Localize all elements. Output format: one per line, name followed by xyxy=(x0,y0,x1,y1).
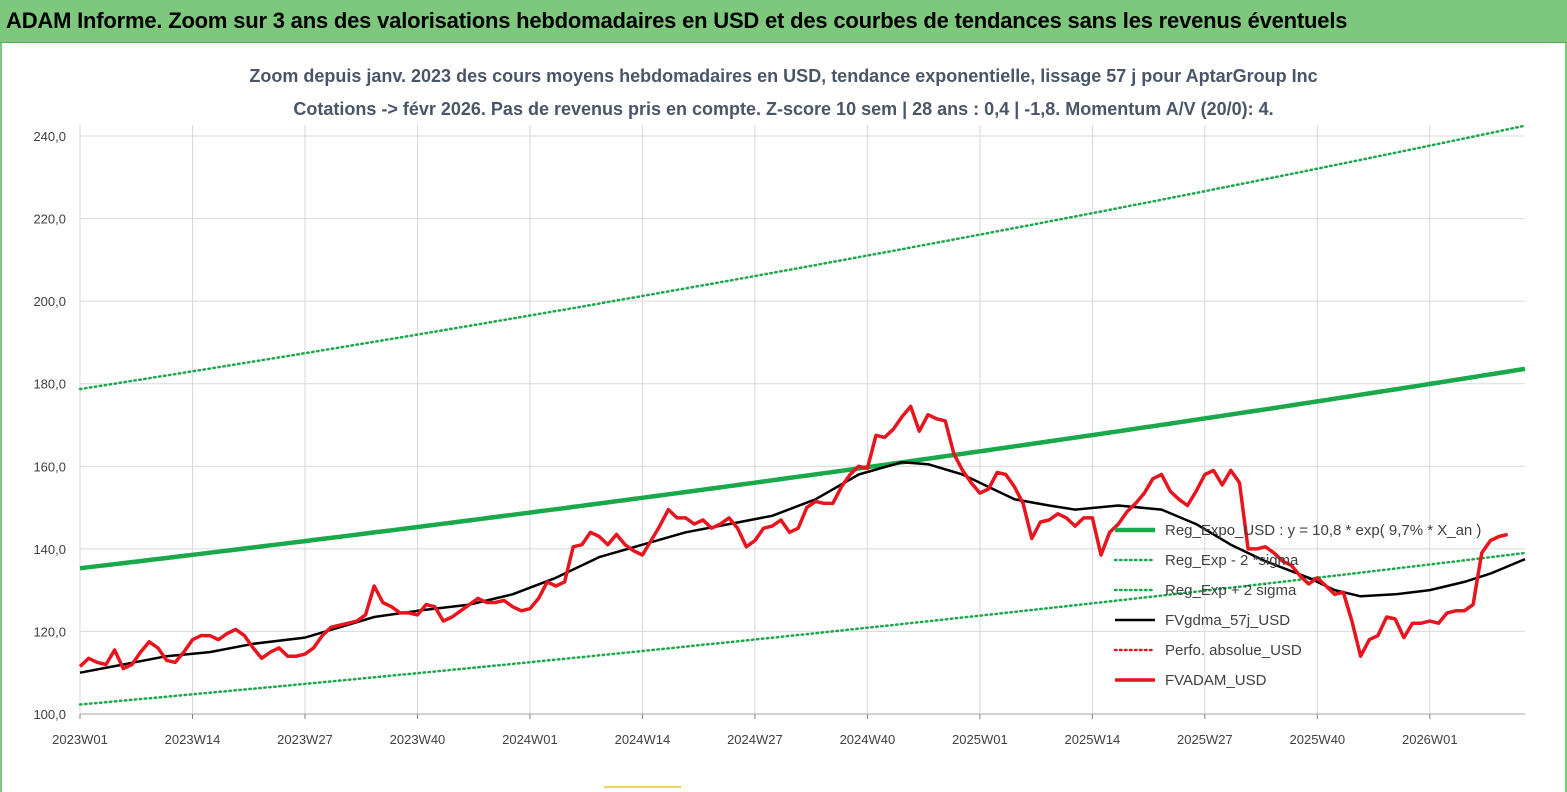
legend-label: FVADAM_USD xyxy=(1165,672,1267,689)
x-tick-label: 2024W14 xyxy=(615,732,671,747)
x-tick-label: 2024W27 xyxy=(727,732,783,747)
legend-label: Reg_Exp + 2 sigma xyxy=(1165,582,1297,599)
series-line-0 xyxy=(79,366,1526,571)
y-tick-label: 240,0 xyxy=(33,129,66,144)
legend-label: Reg_Exp - 2 *sigma xyxy=(1165,552,1299,569)
bottom-accent-line xyxy=(604,786,681,788)
series-layer xyxy=(78,124,1527,706)
x-tick-label: 2024W40 xyxy=(840,732,896,747)
banner-title: ADAM Informe. Zoom sur 3 ans des valoris… xyxy=(6,8,1348,33)
x-tick-label: 2023W01 xyxy=(52,732,108,747)
legend-label: Perfo. absolue_USD xyxy=(1165,642,1302,659)
axis-layer: 100,0 120,0 140,0 160,0 180,0 200,0 220,0 240,0… xyxy=(33,129,1525,747)
y-tick-label: 120,0 xyxy=(33,624,66,639)
y-tick-label: 100,0 xyxy=(33,707,66,722)
series-line-1 xyxy=(78,551,1527,706)
x-tick-label: 2025W40 xyxy=(1290,732,1346,747)
x-tick-label: 2025W14 xyxy=(1065,732,1121,747)
legend-label: Reg_Expo_USD : y = 10,8 * exp( 9,7% * X_… xyxy=(1165,522,1481,539)
x-tick-label: 2023W27 xyxy=(277,732,333,747)
x-tick-label: 2025W27 xyxy=(1177,732,1233,747)
chart-subtitle: Cotations -> févr 2026. Pas de revenus p… xyxy=(293,99,1274,119)
y-tick-label: 160,0 xyxy=(33,459,66,474)
y-tick-label: 220,0 xyxy=(33,212,66,227)
x-tick-label: 2023W40 xyxy=(390,732,446,747)
series-line-5 xyxy=(78,404,1509,671)
y-tick-label: 200,0 xyxy=(33,294,66,309)
grid-layer xyxy=(79,125,1525,715)
x-tick-label: 2023W14 xyxy=(165,732,221,747)
y-tick-label: 140,0 xyxy=(33,542,66,557)
legend-layer: Reg_Expo_USD : y = 10,8 * exp( 9,7% * X_… xyxy=(1113,522,1481,689)
series-line-3 xyxy=(79,460,1526,674)
x-tick-label: 2026W01 xyxy=(1402,732,1458,747)
x-tick-label: 2025W01 xyxy=(952,732,1008,747)
y-tick-label: 180,0 xyxy=(33,377,66,392)
chart-title: Zoom depuis janv. 2023 des cours moyens … xyxy=(249,66,1318,86)
chart-frame xyxy=(0,43,1567,792)
legend-label: FVgdma_57j_USD xyxy=(1165,612,1290,629)
series-line-2 xyxy=(78,124,1527,391)
header-banner: ADAM Informe. Zoom sur 3 ans des valoris… xyxy=(0,0,1567,43)
x-tick-label: 2024W01 xyxy=(502,732,558,747)
